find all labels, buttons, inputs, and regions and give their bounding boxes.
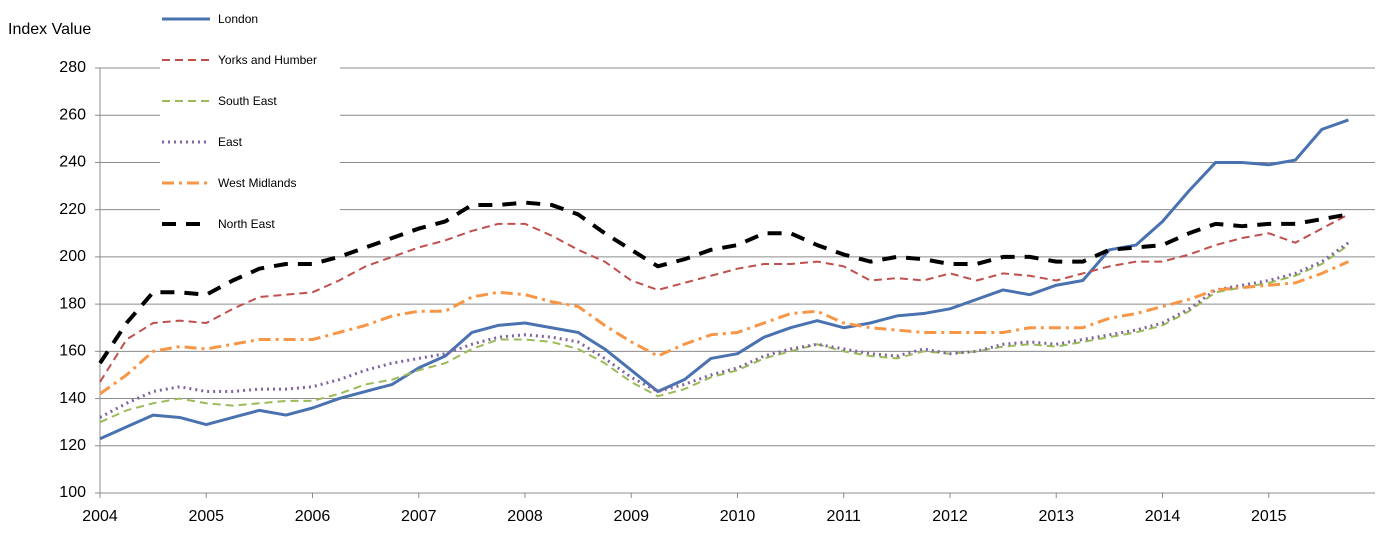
legend-label: Yorks and Humber <box>218 53 317 67</box>
legend-swatch <box>162 100 210 102</box>
y-tick-label: 180 <box>59 295 86 312</box>
y-axis-label: Index Value <box>8 21 91 38</box>
legend-item: Yorks and Humber <box>160 53 318 68</box>
x-tick-label: 2010 <box>720 508 756 525</box>
x-tick-label: 2008 <box>507 508 543 525</box>
series-line <box>99 118 1349 441</box>
x-tick-label: 2012 <box>932 508 968 525</box>
y-tick-label: 120 <box>59 437 86 454</box>
legend-swatch <box>162 181 210 185</box>
legend-label: West Midlands <box>218 176 297 190</box>
legend-item: London <box>160 12 318 27</box>
series-line <box>99 241 1350 419</box>
x-tick-label: 2004 <box>82 508 118 525</box>
legend-swatch <box>162 17 210 21</box>
legend-item: South East <box>160 94 318 109</box>
y-tick-label: 160 <box>59 343 86 360</box>
x-tick-label: 2015 <box>1251 508 1287 525</box>
legend-label: North East <box>218 217 275 231</box>
legend-item: West Midlands <box>160 176 318 191</box>
legend-swatch <box>162 222 210 226</box>
x-tick-label: 2009 <box>613 508 649 525</box>
legend-label: South East <box>218 94 277 108</box>
x-tick-label: 2014 <box>1145 508 1181 525</box>
series-line <box>98 200 1349 365</box>
legend: London Yorks and Humber South East East West… <box>160 4 340 244</box>
y-tick-label: 100 <box>59 484 86 501</box>
legend-label: East <box>218 135 243 149</box>
y-tick-label: 240 <box>59 154 86 171</box>
y-tick-label: 200 <box>59 248 86 265</box>
y-tick-label: 280 <box>59 59 86 76</box>
series-line <box>99 213 1349 383</box>
legend-label: London <box>218 12 259 26</box>
y-tick-label: 220 <box>59 201 86 218</box>
x-tick-label: 2005 <box>188 508 224 525</box>
legend-item: North East <box>160 217 318 232</box>
x-tick-label: 2013 <box>1038 508 1074 525</box>
series-line <box>99 260 1350 396</box>
x-tick-label: 2006 <box>295 508 331 525</box>
y-tick-label: 260 <box>59 106 86 123</box>
legend-swatch <box>162 59 210 61</box>
y-tick-label: 140 <box>59 390 86 407</box>
series-line <box>99 244 1350 424</box>
x-tick-label: 2007 <box>401 508 437 525</box>
legend-item: East <box>160 135 318 150</box>
legend-swatch <box>162 140 210 144</box>
x-tick-label: 2011 <box>827 508 862 525</box>
